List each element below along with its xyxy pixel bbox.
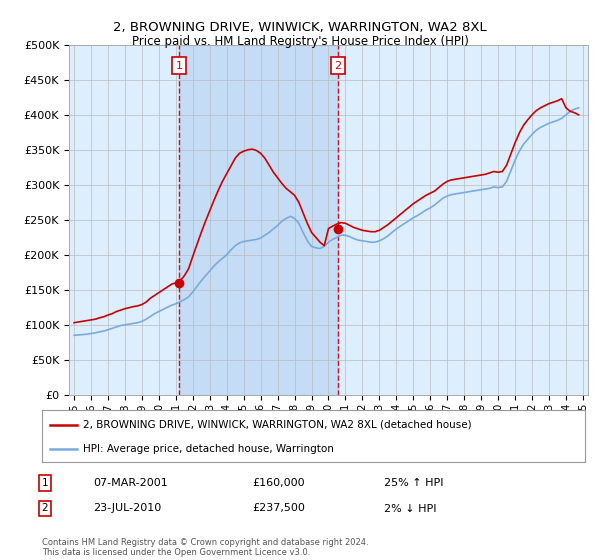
Text: 1: 1: [41, 478, 49, 488]
Text: 2: 2: [41, 503, 49, 514]
Text: £160,000: £160,000: [252, 478, 305, 488]
Text: 2% ↓ HPI: 2% ↓ HPI: [384, 503, 437, 514]
Text: Contains HM Land Registry data © Crown copyright and database right 2024.
This d: Contains HM Land Registry data © Crown c…: [42, 538, 368, 557]
Text: 2, BROWNING DRIVE, WINWICK, WARRINGTON, WA2 8XL (detached house): 2, BROWNING DRIVE, WINWICK, WARRINGTON, …: [83, 420, 472, 430]
Text: £237,500: £237,500: [252, 503, 305, 514]
Text: 2: 2: [334, 61, 341, 71]
Text: 25% ↑ HPI: 25% ↑ HPI: [384, 478, 443, 488]
Text: HPI: Average price, detached house, Warrington: HPI: Average price, detached house, Warr…: [83, 444, 334, 454]
Text: 07-MAR-2001: 07-MAR-2001: [93, 478, 168, 488]
Text: 23-JUL-2010: 23-JUL-2010: [93, 503, 161, 514]
Text: Price paid vs. HM Land Registry's House Price Index (HPI): Price paid vs. HM Land Registry's House …: [131, 35, 469, 48]
Bar: [179, 45, 338, 395]
Text: 2, BROWNING DRIVE, WINWICK, WARRINGTON, WA2 8XL: 2, BROWNING DRIVE, WINWICK, WARRINGTON, …: [113, 21, 487, 34]
Text: 1: 1: [175, 61, 182, 71]
